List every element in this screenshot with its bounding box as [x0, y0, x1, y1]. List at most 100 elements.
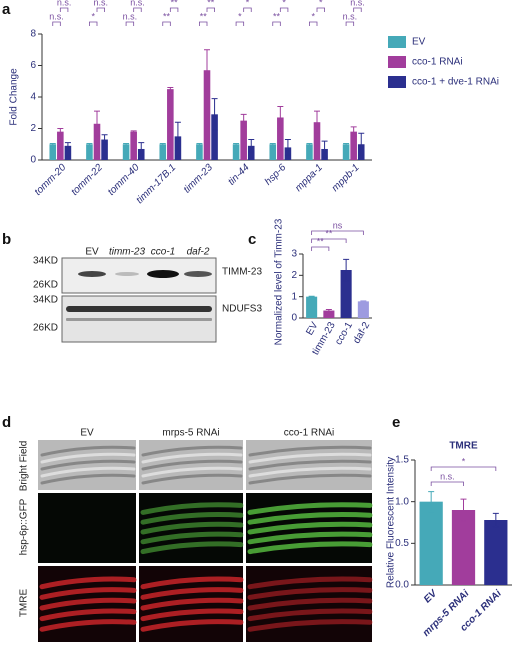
sig-label: ns [333, 220, 343, 230]
y-axis-label: Fold Change [9, 68, 20, 126]
bar [306, 144, 313, 160]
bar [64, 145, 72, 160]
legend-swatch [388, 36, 406, 48]
micrographs: EV mrps-5 RNAi cco-1 RNAi Bright Field h… [19, 428, 373, 642]
bar [122, 144, 130, 160]
bar [240, 120, 247, 160]
error-bar [204, 49, 210, 92]
worm [247, 608, 373, 622]
worm [140, 512, 244, 525]
worm [40, 466, 136, 478]
x-tick-label: tomm-20 [33, 162, 69, 198]
sig-label: n.s. [343, 11, 358, 21]
sig-label: n.s. [49, 11, 64, 21]
sig-label: * [246, 0, 250, 7]
bar [340, 270, 352, 318]
worm [140, 576, 244, 590]
sig-bracket [311, 246, 330, 251]
row-label: Bright Field [19, 441, 30, 492]
worm [39, 597, 137, 611]
worm [247, 597, 373, 611]
band [184, 271, 212, 277]
worm [247, 521, 373, 535]
bar [130, 131, 137, 160]
worm [40, 459, 136, 471]
sig-label: * [238, 11, 242, 21]
worm [140, 502, 244, 515]
sig-label: * [462, 456, 466, 466]
x-tick-label: tin-44 [226, 162, 252, 188]
worm [40, 473, 136, 485]
x-tick-label: hsp-6 [263, 162, 289, 188]
column-label: mrps-5 RNAi [162, 428, 219, 439]
bar [196, 144, 203, 160]
worm [140, 619, 244, 632]
y-tick-label: 1.0 [395, 496, 409, 507]
legend-label: cco-1 + dve-1 RNAi [412, 77, 499, 88]
bar [159, 144, 167, 160]
sig-bracket [169, 7, 179, 12]
lane-label: timm-23 [109, 247, 146, 258]
worm [141, 466, 243, 478]
error-bar [325, 308, 332, 313]
error-bar [240, 113, 247, 128]
sig-bracket [430, 466, 497, 471]
error-bar [94, 110, 100, 137]
bar [419, 501, 443, 585]
sig-label: n.s. [94, 0, 109, 7]
worm [40, 452, 136, 464]
sig-bracket [162, 21, 171, 26]
y-tick-label: 8 [30, 29, 36, 40]
panel-label: d [2, 414, 11, 431]
error-bar [360, 300, 367, 303]
band [147, 270, 179, 278]
error-bar [343, 142, 350, 146]
bar [203, 70, 211, 160]
bar [451, 510, 476, 585]
sig-bracket [316, 7, 325, 12]
sig-label: n.s. [123, 11, 138, 21]
error-bar [308, 295, 315, 298]
worm [141, 473, 243, 485]
bar [269, 144, 277, 160]
x-tick-label: cco-1 [333, 320, 355, 347]
bar [350, 131, 357, 160]
worm [248, 466, 372, 478]
column-label: EV [80, 428, 94, 439]
sig-label: * [319, 0, 323, 7]
worm [141, 452, 243, 464]
error-bar [460, 498, 467, 522]
error-bar [428, 491, 435, 513]
bar [101, 139, 108, 160]
sig-label: n.s. [440, 471, 455, 481]
bar [232, 144, 240, 160]
bar [86, 144, 93, 160]
y-tick-label: 4 [30, 92, 36, 103]
blot: EV timm-23 cco-1 daf-2 34KD 26KD TIMM-23… [33, 247, 262, 343]
worm [247, 512, 373, 525]
band [115, 272, 139, 276]
panel-label: b [2, 231, 11, 248]
sig-bracket [279, 7, 289, 12]
panel-label: c [248, 231, 256, 248]
worm [247, 502, 373, 515]
bar [306, 296, 318, 318]
y-tick-label: 0.5 [395, 538, 409, 549]
error-bar [174, 121, 181, 152]
sig-label: ** [171, 0, 179, 7]
sig-bracket [206, 7, 215, 12]
bar [277, 117, 284, 160]
marker: 26KD [33, 280, 58, 291]
sig-bracket [133, 7, 142, 12]
worm [141, 445, 243, 457]
y-tick-label: 6 [30, 60, 36, 71]
error-bar [343, 258, 350, 282]
x-tick-label: timm-17B.1 [134, 162, 178, 206]
marker: 34KD [33, 295, 58, 306]
sig-label: ** [325, 228, 333, 238]
marker: 34KD [33, 256, 58, 267]
x-tick-label: mppa-1 [293, 162, 325, 194]
band [66, 306, 212, 312]
worm [140, 597, 244, 611]
bar [342, 144, 350, 160]
